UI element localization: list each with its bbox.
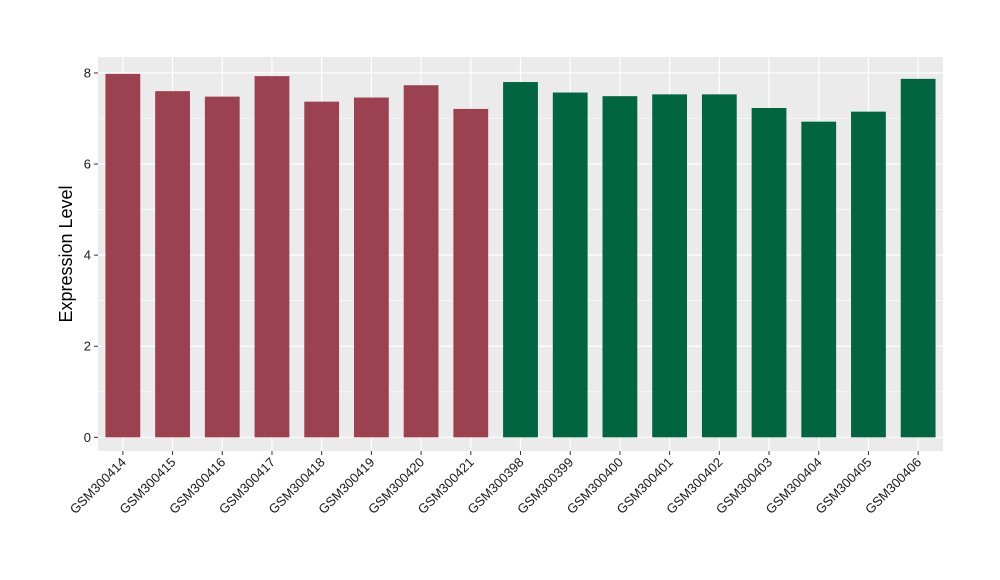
y-axis-title: Expression Level <box>56 185 76 322</box>
bar-GSM300417 <box>254 76 290 438</box>
bars <box>105 73 936 438</box>
bar-GSM300399 <box>552 92 588 438</box>
y-tick-label: 4 <box>84 248 91 263</box>
bar-GSM300403 <box>751 108 787 438</box>
bar-GSM300420 <box>403 85 439 438</box>
y-tick-label: 2 <box>84 339 91 354</box>
y-tick-label: 6 <box>84 157 91 172</box>
bar-GSM300400 <box>602 96 638 438</box>
bar-GSM300406 <box>900 78 936 438</box>
bar-GSM300415 <box>155 91 190 438</box>
y-axis: 0 2 4 6 8 <box>84 65 98 445</box>
bar-GSM300404 <box>801 121 837 438</box>
bar-GSM300398 <box>503 82 538 438</box>
y-tick-label: 0 <box>84 430 91 445</box>
y-tick-label: 8 <box>84 65 91 80</box>
bar-GSM300419 <box>353 97 389 438</box>
bar-GSM300414 <box>105 73 141 438</box>
bar-GSM300401 <box>652 94 688 438</box>
bar-GSM300402 <box>701 94 737 438</box>
bar-GSM300421 <box>453 108 489 438</box>
x-axis: GSM300414GSM300415GSM300416GSM300417GSM3… <box>67 451 924 517</box>
bar-GSM300416 <box>204 96 240 438</box>
bar-GSM300418 <box>304 101 340 438</box>
bar-GSM300405 <box>851 111 886 438</box>
